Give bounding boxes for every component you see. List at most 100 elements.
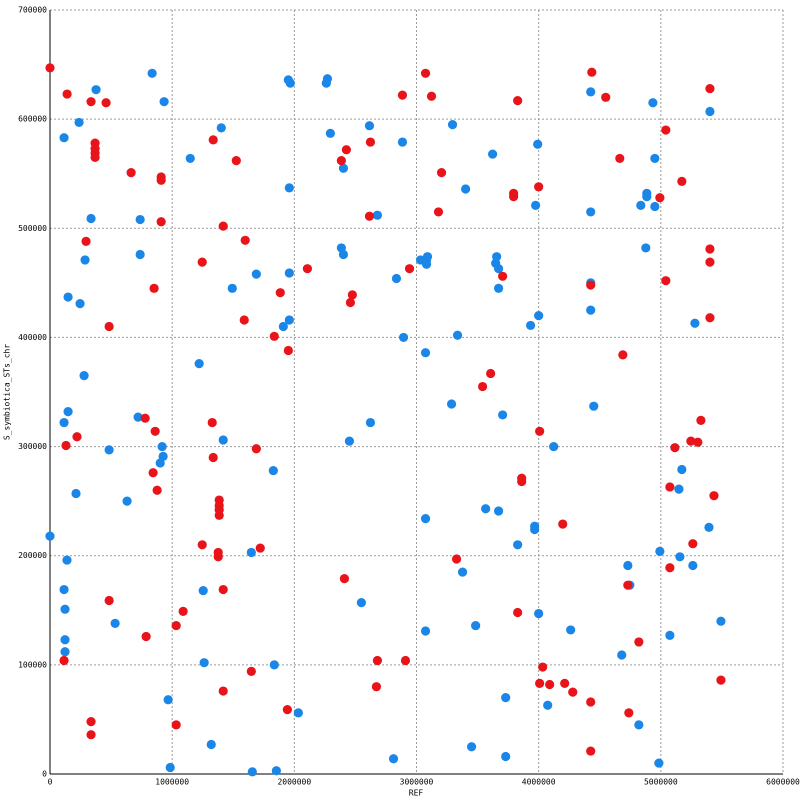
point xyxy=(45,531,55,541)
point xyxy=(589,401,599,411)
point xyxy=(208,135,218,145)
point xyxy=(461,184,471,194)
point xyxy=(457,567,468,577)
point xyxy=(493,264,504,274)
point xyxy=(163,695,173,705)
point xyxy=(344,436,355,446)
point xyxy=(199,658,209,668)
point xyxy=(271,766,281,776)
point xyxy=(677,464,687,475)
point xyxy=(60,647,70,657)
point xyxy=(501,751,511,762)
point xyxy=(568,687,578,697)
point xyxy=(218,221,228,231)
point xyxy=(339,574,350,584)
point xyxy=(86,97,96,107)
point xyxy=(214,510,224,520)
point xyxy=(493,506,504,516)
point xyxy=(534,311,544,321)
point xyxy=(397,90,408,100)
point xyxy=(255,543,265,553)
point xyxy=(75,298,85,309)
point xyxy=(716,675,726,685)
point xyxy=(148,468,158,478)
point xyxy=(586,697,596,707)
point xyxy=(59,655,69,666)
point xyxy=(364,211,375,221)
point xyxy=(122,496,132,506)
point xyxy=(86,213,96,224)
point xyxy=(104,321,114,332)
point xyxy=(86,717,96,727)
point xyxy=(688,539,698,549)
point xyxy=(534,608,544,619)
point xyxy=(586,305,596,315)
point xyxy=(624,708,634,718)
point xyxy=(240,235,250,245)
point xyxy=(135,249,145,260)
x-tick-label: 3000000 xyxy=(400,778,434,787)
point xyxy=(513,607,523,618)
point xyxy=(338,163,349,173)
point xyxy=(509,192,519,202)
point xyxy=(126,168,136,178)
point xyxy=(60,635,70,645)
point xyxy=(388,754,399,764)
point xyxy=(74,117,84,128)
point xyxy=(716,616,726,626)
point xyxy=(636,200,646,210)
point xyxy=(371,682,382,692)
point xyxy=(420,68,431,78)
point xyxy=(705,83,715,94)
point xyxy=(60,604,70,614)
point xyxy=(452,330,463,340)
point xyxy=(141,631,151,642)
point xyxy=(284,315,294,325)
point xyxy=(345,297,356,308)
point xyxy=(282,705,292,715)
point xyxy=(586,280,596,290)
point xyxy=(538,662,548,672)
point xyxy=(150,426,160,436)
point xyxy=(325,128,335,138)
point xyxy=(251,444,261,454)
point xyxy=(285,78,295,88)
point xyxy=(446,399,457,409)
point xyxy=(269,331,279,341)
point xyxy=(284,183,294,193)
point xyxy=(648,98,658,108)
point xyxy=(545,679,555,690)
point xyxy=(269,660,279,670)
x-tick-label: 1000000 xyxy=(155,778,189,787)
point xyxy=(178,606,188,616)
point xyxy=(617,650,627,660)
point xyxy=(101,98,111,108)
point xyxy=(498,410,508,420)
point xyxy=(62,555,72,565)
point xyxy=(71,488,81,499)
point xyxy=(398,332,409,343)
point xyxy=(433,207,444,217)
point xyxy=(45,63,55,73)
point xyxy=(338,249,349,260)
point xyxy=(91,85,101,95)
point xyxy=(655,193,665,203)
point xyxy=(171,720,181,730)
x-tick-label: 5000000 xyxy=(644,778,678,787)
point xyxy=(218,686,228,696)
point xyxy=(218,435,228,445)
point xyxy=(59,133,69,143)
point xyxy=(705,257,715,267)
point xyxy=(133,412,143,422)
point xyxy=(80,255,90,265)
point xyxy=(155,458,165,468)
point xyxy=(104,445,114,455)
point xyxy=(634,720,644,730)
x-tick-label: 6000000 xyxy=(766,778,800,787)
point xyxy=(549,441,559,452)
point xyxy=(356,598,367,608)
point xyxy=(623,560,633,571)
point xyxy=(246,666,256,677)
